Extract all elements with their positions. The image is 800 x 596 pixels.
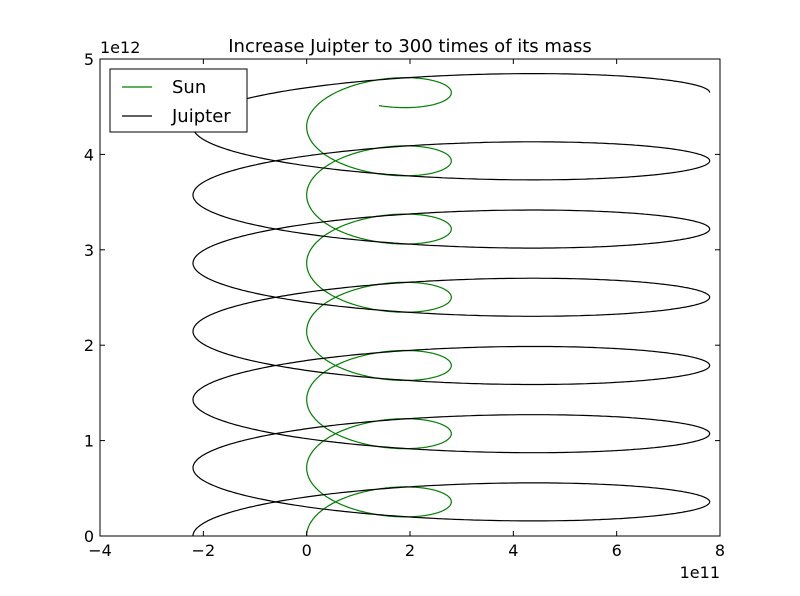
- x-tick-label: 8: [715, 541, 725, 560]
- x-tick-label: −4: [88, 541, 112, 560]
- x-axis-multiplier: 1e11: [680, 563, 720, 582]
- x-tick-label: 0: [302, 541, 312, 560]
- legend-box: [109, 68, 248, 133]
- x-tick-label: 2: [405, 541, 415, 560]
- y-tick-label: 2: [84, 336, 94, 355]
- series-line-sun: [306, 76, 452, 536]
- legend-label-sun: Sun: [172, 77, 206, 98]
- series-line-juipter: [192, 72, 711, 536]
- y-tick-label: 4: [84, 145, 94, 164]
- legend-label-juipter: Juipter: [171, 106, 231, 127]
- x-axis: −4 −2 0 2 4 6 8: [88, 59, 725, 560]
- y-axis-multiplier: 1e12: [100, 38, 140, 57]
- x-tick-label: 4: [508, 541, 518, 560]
- y-tick-label: 0: [84, 527, 94, 546]
- y-tick-label: 3: [84, 241, 94, 260]
- legend: Sun Juipter: [109, 68, 248, 133]
- y-tick-label: 1: [84, 432, 94, 451]
- y-axis: 0 1 2 3 4 5: [84, 50, 720, 546]
- y-tick-label: 5: [84, 50, 94, 69]
- x-tick-label: −2: [192, 541, 216, 560]
- x-tick-label: 6: [612, 541, 622, 560]
- series-layer: [192, 72, 711, 536]
- chart-title: Increase Juipter to 300 times of its mas…: [228, 36, 591, 57]
